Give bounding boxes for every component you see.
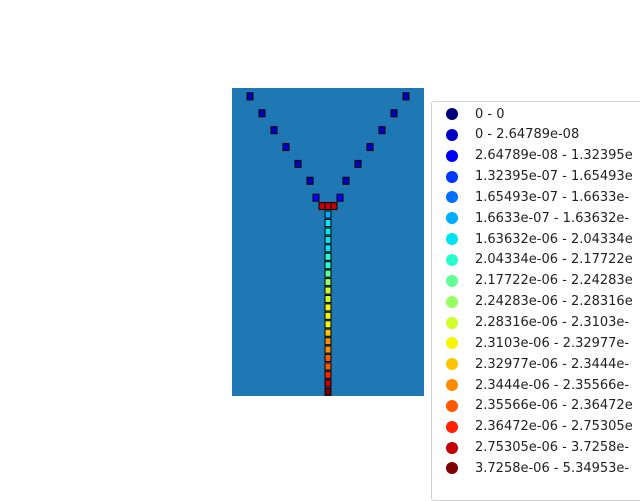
legend-label: 3.7258e-06 - 5.34953e- <box>475 460 630 476</box>
legend-item: 2.32977e-06 - 2.3444e- <box>432 354 640 374</box>
legend-marker <box>446 441 458 454</box>
scatter-chart <box>246 92 410 396</box>
legend-label: 0 - 2.64789e-08 <box>475 127 580 143</box>
legend-item: 0 - 2.64789e-08 <box>432 125 640 145</box>
legend-label: 2.35566e-06 - 2.36472e <box>475 398 633 414</box>
legend-label: 1.6633e-07 - 1.63632e- <box>475 210 630 226</box>
data-point <box>354 159 362 168</box>
data-point <box>270 126 278 135</box>
legend-item: 2.28316e-06 - 2.3103e- <box>432 313 640 333</box>
legend-item: 0 - 0 <box>432 104 640 124</box>
legend-marker <box>446 274 458 287</box>
legend-marker <box>446 253 458 266</box>
data-point <box>366 143 374 152</box>
legend-marker <box>446 191 458 204</box>
data-point <box>324 328 332 337</box>
data-point <box>318 202 326 211</box>
data-point <box>324 295 332 303</box>
data-point <box>336 193 344 202</box>
legend-marker <box>446 337 458 350</box>
data-point <box>324 202 332 211</box>
data-point <box>324 362 332 371</box>
data-point <box>324 269 332 278</box>
legend-marker <box>446 233 458 246</box>
legend: 0 - 0 0 - 2.64789e-08 2.64789e-08 - 1.3239… <box>431 101 640 501</box>
data-point <box>324 244 332 253</box>
data-point <box>324 235 332 244</box>
legend-marker <box>446 295 458 308</box>
data-point <box>258 109 266 118</box>
legend-item: 2.04334e-06 - 2.17722e <box>432 250 640 270</box>
data-point <box>324 227 332 236</box>
legend-label: 1.32395e-07 - 1.65493e <box>475 169 633 185</box>
legend-item: 3.7258e-06 - 5.34953e- <box>432 458 640 478</box>
data-point <box>330 202 338 211</box>
legend-marker <box>446 149 458 162</box>
legend-item: 1.32395e-07 - 1.65493e <box>432 167 640 187</box>
data-point <box>324 278 332 287</box>
data-point <box>324 379 332 388</box>
legend-marker <box>446 316 458 329</box>
data-point <box>324 387 332 396</box>
data-point <box>312 193 320 202</box>
data-point <box>324 303 332 312</box>
legend-item: 2.17722e-06 - 2.24283e <box>432 271 640 291</box>
data-point <box>324 311 332 320</box>
data-point <box>402 92 410 101</box>
data-point <box>282 143 290 152</box>
legend-label: 2.32977e-06 - 2.3444e- <box>475 356 630 372</box>
legend-label: 2.28316e-06 - 2.3103e- <box>475 315 630 330</box>
data-point <box>324 337 332 346</box>
data-point <box>324 261 332 270</box>
legend-marker <box>446 379 458 392</box>
plot-area <box>232 88 424 396</box>
legend-marker <box>446 108 458 120</box>
legend-item: 1.65493e-07 - 1.6633e- <box>432 187 640 207</box>
data-point <box>324 370 332 379</box>
legend-label: 2.24283e-06 - 2.28316e <box>475 294 633 310</box>
legend-label: 2.04334e-06 - 2.17722e <box>475 252 633 268</box>
legend-item: 2.3444e-06 - 2.35566e- <box>432 375 640 395</box>
legend-label: 2.3444e-06 - 2.35566e- <box>475 377 630 393</box>
legend-marker <box>446 462 458 475</box>
data-point <box>246 92 254 101</box>
data-point <box>390 109 398 118</box>
legend-marker <box>446 399 458 412</box>
data-point <box>324 286 332 295</box>
legend-item: 2.36472e-06 - 2.75305e <box>432 417 640 437</box>
legend-marker <box>446 358 458 371</box>
legend-marker <box>446 420 458 433</box>
legend-item: 1.63632e-06 - 2.04334e <box>432 229 640 249</box>
legend-label: 2.64789e-08 - 1.32395e <box>475 148 633 164</box>
data-point <box>306 176 314 185</box>
legend-marker <box>446 128 458 141</box>
data-point <box>324 210 332 219</box>
legend-item: 2.64789e-08 - 1.32395e <box>432 146 640 166</box>
legend-item: 1.6633e-07 - 1.63632e- <box>432 208 640 228</box>
legend-marker <box>446 212 458 225</box>
legend-label: 2.3103e-06 - 2.32977e- <box>475 335 630 351</box>
legend-item: 2.35566e-06 - 2.36472e <box>432 396 640 416</box>
legend-label: 2.36472e-06 - 2.75305e <box>475 419 633 435</box>
legend-item: 2.24283e-06 - 2.28316e <box>432 292 640 312</box>
legend-label: 2.75305e-06 - 3.7258e- <box>475 440 630 456</box>
data-point <box>324 252 332 261</box>
data-point <box>324 354 332 362</box>
data-point <box>342 176 350 185</box>
data-point <box>324 345 332 354</box>
data-point <box>378 126 386 135</box>
legend-label: 2.17722e-06 - 2.24283e <box>475 273 633 289</box>
legend-marker <box>446 170 458 183</box>
data-point <box>324 320 332 329</box>
legend-label: 1.63632e-06 - 2.04334e <box>475 231 633 247</box>
data-point <box>294 159 302 168</box>
legend-label: 0 - 0 <box>475 106 505 122</box>
legend-label: 1.65493e-07 - 1.6633e- <box>475 189 630 205</box>
data-point <box>324 219 332 227</box>
legend-item: 2.3103e-06 - 2.32977e- <box>432 333 640 353</box>
legend-item: 2.75305e-06 - 3.7258e- <box>432 438 640 458</box>
